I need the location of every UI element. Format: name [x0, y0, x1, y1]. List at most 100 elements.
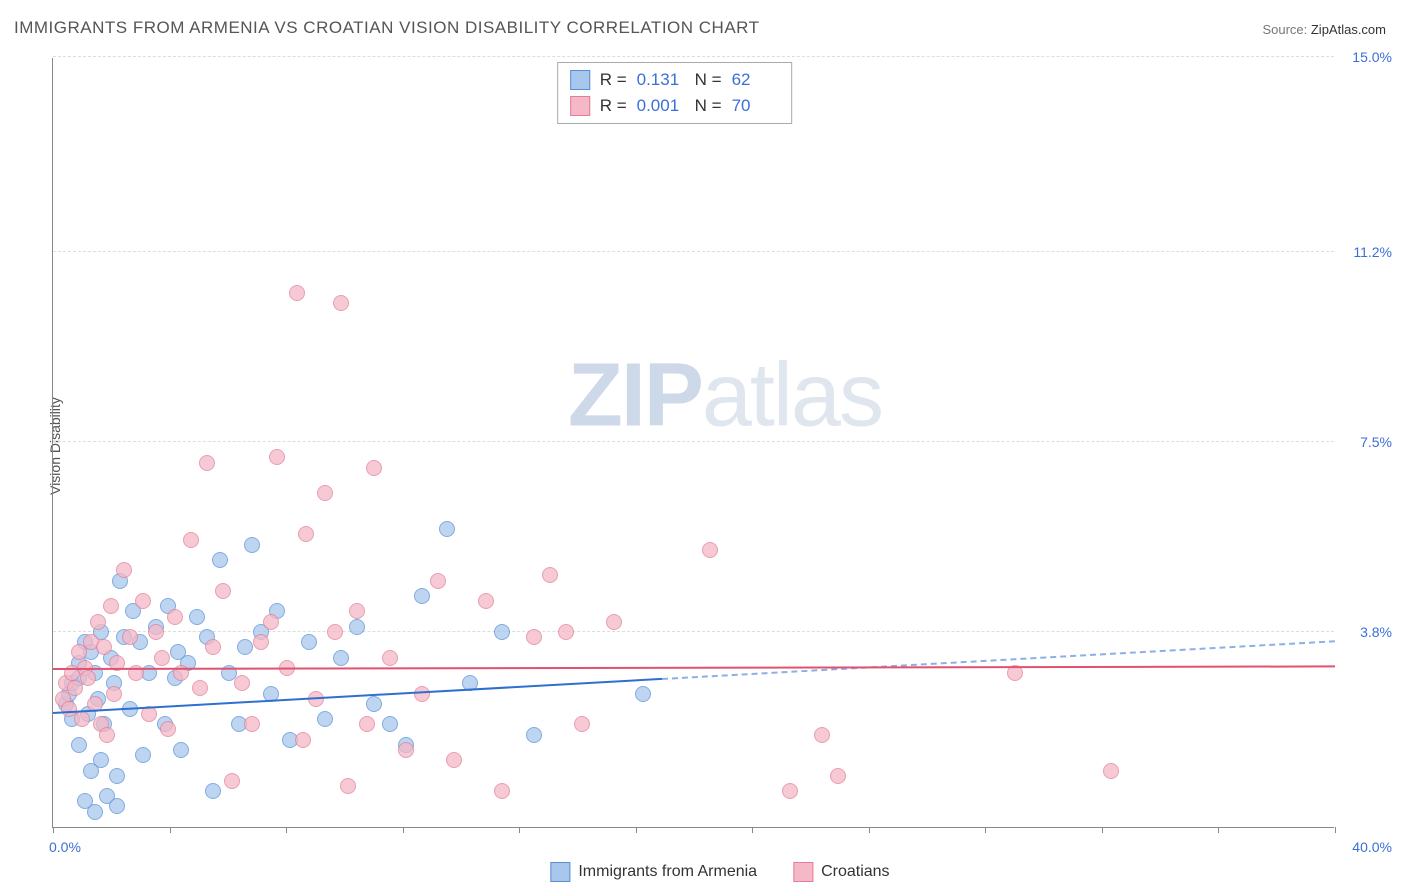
x-tick [752, 827, 753, 833]
data-point-croatia [244, 716, 260, 732]
data-point-armenia [494, 624, 510, 640]
data-point-armenia [635, 686, 651, 702]
legend-label: Immigrants from Armenia [578, 863, 757, 881]
data-point-croatia [90, 614, 106, 630]
data-point-croatia [606, 614, 622, 630]
data-point-croatia [99, 727, 115, 743]
x-tick [1218, 827, 1219, 833]
data-point-armenia [382, 716, 398, 732]
data-point-croatia [183, 532, 199, 548]
scatter-plot-area: ZIPatlas R =0.131N =62R =0.001N =70 3.8%… [52, 58, 1334, 828]
watermark-strong: ZIP [568, 346, 702, 446]
x-min-label: 0.0% [49, 839, 81, 855]
data-point-croatia [398, 742, 414, 758]
data-point-croatia [205, 639, 221, 655]
data-point-armenia [109, 798, 125, 814]
gridline [53, 441, 1334, 442]
n-value: 62 [732, 67, 780, 93]
y-tick-label: 7.5% [1360, 434, 1392, 450]
data-point-croatia [167, 609, 183, 625]
data-point-armenia [135, 747, 151, 763]
legend: Immigrants from Armenia Croatians [550, 862, 889, 882]
data-point-croatia [74, 711, 90, 727]
data-point-croatia [289, 285, 305, 301]
data-point-croatia [96, 639, 112, 655]
data-point-croatia [122, 629, 138, 645]
watermark: ZIPatlas [568, 345, 882, 448]
data-point-croatia [446, 752, 462, 768]
data-point-croatia [327, 624, 343, 640]
data-point-armenia [173, 742, 189, 758]
legend-swatch [793, 862, 813, 882]
data-point-croatia [116, 562, 132, 578]
data-point-armenia [366, 696, 382, 712]
data-point-croatia [574, 716, 590, 732]
x-tick [869, 827, 870, 833]
data-point-armenia [237, 639, 253, 655]
x-tick [1335, 827, 1336, 833]
x-tick [286, 827, 287, 833]
legend-swatch [570, 96, 590, 116]
data-point-croatia [253, 634, 269, 650]
x-tick [53, 827, 54, 833]
source-attribution: Source: ZipAtlas.com [1262, 22, 1386, 37]
data-point-croatia [317, 485, 333, 501]
chart-title: IMMIGRANTS FROM ARMENIA VS CROATIAN VISI… [14, 18, 760, 38]
trend-line [53, 666, 1335, 671]
r-label: R = [600, 93, 627, 119]
x-tick [170, 827, 171, 833]
x-tick [636, 827, 637, 833]
data-point-armenia [414, 588, 430, 604]
data-point-croatia [154, 650, 170, 666]
n-value: 70 [732, 93, 780, 119]
x-tick [519, 827, 520, 833]
data-point-croatia [80, 670, 96, 686]
data-point-armenia [93, 752, 109, 768]
data-point-armenia [439, 521, 455, 537]
data-point-croatia [1103, 763, 1119, 779]
data-point-armenia [189, 609, 205, 625]
trend-line-extrapolated [662, 640, 1335, 680]
data-point-croatia [430, 573, 446, 589]
legend-swatch [570, 70, 590, 90]
y-tick-label: 3.8% [1360, 624, 1392, 640]
data-point-armenia [205, 783, 221, 799]
data-point-croatia [135, 593, 151, 609]
correlation-stats-box: R =0.131N =62R =0.001N =70 [557, 62, 793, 124]
data-point-armenia [109, 768, 125, 784]
data-point-croatia [340, 778, 356, 794]
y-tick-label: 11.2% [1353, 244, 1392, 260]
stats-row-armenia: R = 0.131 N = 62 [570, 67, 780, 93]
gridline [53, 251, 1334, 252]
r-label: R = [600, 67, 627, 93]
data-point-croatia [382, 650, 398, 666]
n-label: N = [695, 67, 722, 93]
data-point-croatia [269, 449, 285, 465]
x-max-label: 40.0% [1352, 839, 1392, 855]
data-point-croatia [103, 598, 119, 614]
data-point-croatia [366, 460, 382, 476]
r-value: 0.131 [637, 67, 685, 93]
data-point-armenia [212, 552, 228, 568]
data-point-croatia [333, 295, 349, 311]
data-point-croatia [478, 593, 494, 609]
data-point-armenia [87, 804, 103, 820]
data-point-croatia [148, 624, 164, 640]
legend-swatch [550, 862, 570, 882]
data-point-croatia [349, 603, 365, 619]
data-point-croatia [192, 680, 208, 696]
x-tick [403, 827, 404, 833]
legend-label: Croatians [821, 863, 889, 881]
data-point-croatia [702, 542, 718, 558]
gridline [53, 631, 1334, 632]
data-point-croatia [814, 727, 830, 743]
gridline [53, 56, 1334, 57]
source-label: Source: [1262, 22, 1310, 37]
data-point-croatia [298, 526, 314, 542]
data-point-croatia [215, 583, 231, 599]
data-point-croatia [160, 721, 176, 737]
source-value: ZipAtlas.com [1311, 22, 1386, 37]
data-point-armenia [333, 650, 349, 666]
data-point-croatia [359, 716, 375, 732]
x-tick [1102, 827, 1103, 833]
